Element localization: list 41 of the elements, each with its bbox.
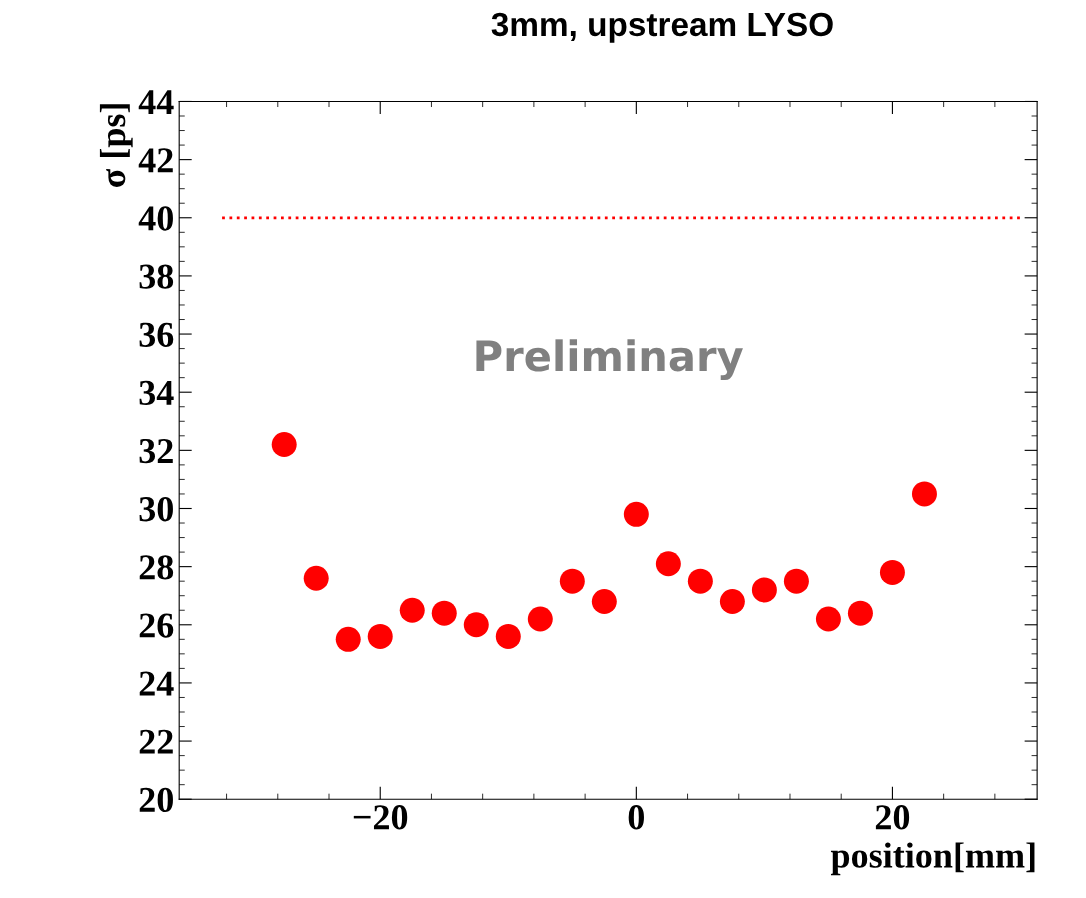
y-tick-label: 20 — [139, 787, 173, 813]
y-tick-label: 38 — [139, 264, 174, 289]
point — [719, 589, 745, 615]
x-tick-label: −20 — [353, 805, 408, 830]
point — [847, 600, 873, 626]
point — [271, 432, 297, 458]
y-tick-label: 24 — [139, 671, 174, 696]
y-tick-label: 30 — [139, 497, 173, 522]
point — [495, 623, 521, 649]
point — [367, 623, 393, 649]
y-tick-label: 42 — [138, 148, 173, 173]
y-axis-title: σ [ps] — [99, 104, 133, 187]
point — [623, 501, 649, 527]
point — [815, 606, 841, 632]
point — [431, 600, 457, 626]
point — [527, 606, 553, 632]
y-tick-label: 34 — [139, 380, 174, 406]
point — [303, 565, 329, 591]
point — [463, 612, 489, 638]
point — [879, 559, 905, 585]
y-tick-label: 32 — [139, 438, 173, 464]
y-tick-label: 26 — [139, 613, 174, 638]
point — [399, 597, 425, 623]
x-tick-label: 20 — [875, 805, 910, 830]
annotation: Preliminary — [476, 339, 743, 380]
chart-title: 3mm, upstream LYSO — [491, 12, 833, 43]
y-tick-label: 36 — [139, 322, 174, 347]
x-axis-title: position[mm] — [830, 842, 1035, 876]
y-tick-label: 28 — [139, 555, 174, 580]
point — [591, 589, 617, 615]
point — [911, 481, 937, 507]
y-tick-label: 22 — [139, 729, 173, 754]
point — [559, 568, 585, 594]
point — [751, 577, 777, 603]
y-tick-label: 40 — [138, 206, 173, 231]
x-tick-label: 0 — [628, 805, 644, 830]
point — [655, 551, 681, 577]
point — [335, 626, 361, 652]
point — [687, 568, 713, 594]
y-tick-label: 44 — [138, 90, 174, 114]
point — [783, 568, 809, 594]
